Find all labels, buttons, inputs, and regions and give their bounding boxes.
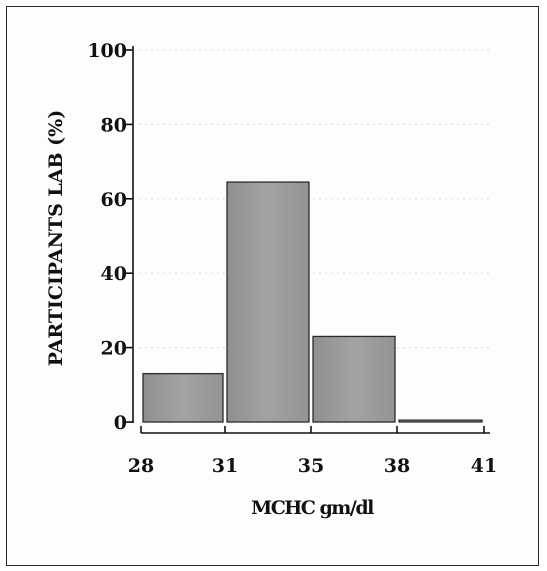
grid <box>139 49 490 349</box>
x-tick-label-41: 41 <box>471 455 497 477</box>
y-axis-title: PARTICIPANTS LAB (%) <box>45 110 67 366</box>
y-tick-label-40: 40 <box>101 263 127 285</box>
y-tick-label-60: 60 <box>101 189 127 211</box>
x-axis-title: MCHC gm/dl <box>251 497 374 519</box>
x-tick-label-35: 35 <box>298 455 324 477</box>
x-tick-label-38: 38 <box>384 455 410 477</box>
x-tick-label-31: 31 <box>212 455 238 477</box>
y-tick-label-100: 100 <box>87 40 127 62</box>
bar-31-35 <box>226 181 310 423</box>
bars <box>142 181 483 423</box>
labels: 0 20 40 60 80 100 28 31 35 38 41 PARTICIPANTS LAB (… <box>45 40 497 519</box>
axes <box>126 46 490 434</box>
bar-28-31 <box>142 372 224 423</box>
y-tick-label-80: 80 <box>101 114 127 136</box>
y-tick-label-20: 20 <box>101 338 127 360</box>
y-tick-label-0: 0 <box>114 412 127 434</box>
bar-38-41 <box>398 419 483 423</box>
bar-35-38 <box>312 335 396 423</box>
x-tick-label-28: 28 <box>128 455 154 477</box>
